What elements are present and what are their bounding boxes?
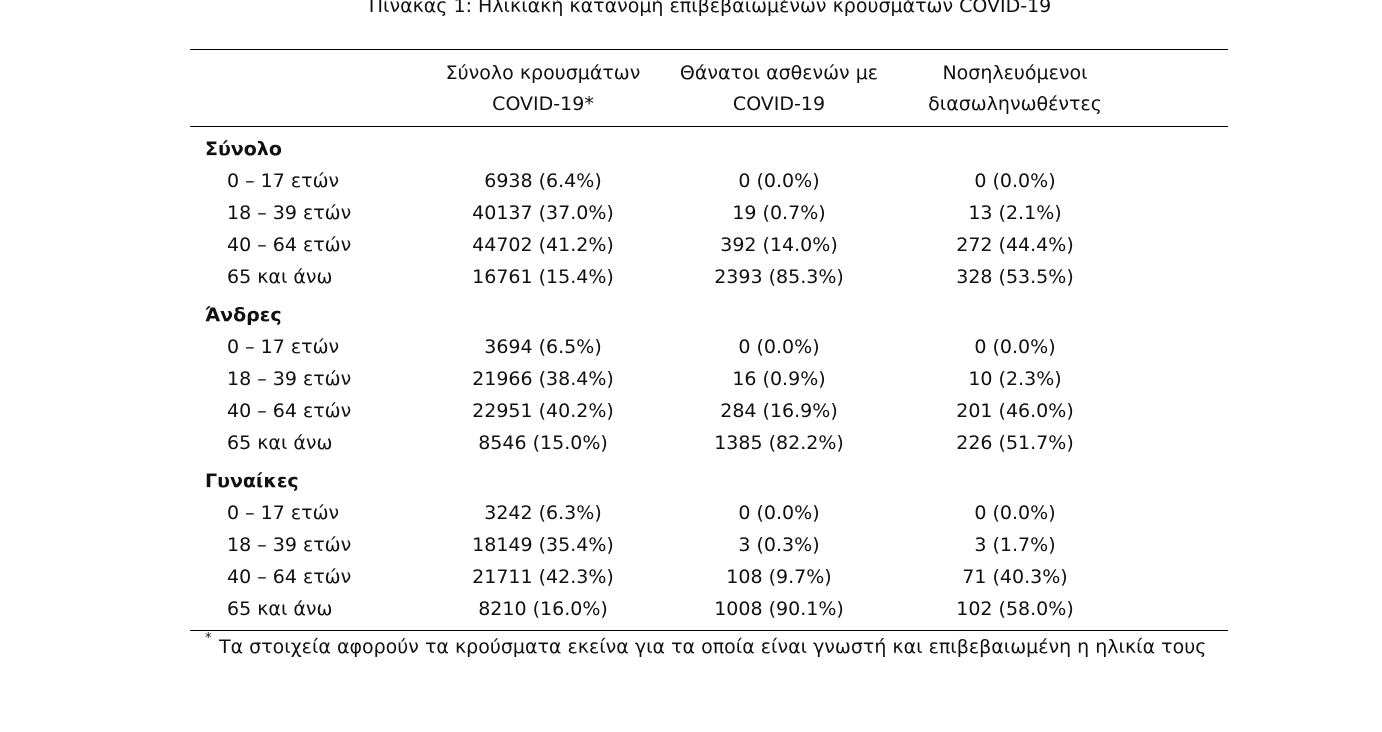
bottom-rule bbox=[190, 630, 1228, 631]
row-label: 40 – 64 ετών bbox=[227, 400, 352, 422]
cell: 0 (0.0%) bbox=[738, 170, 820, 192]
column-header: Σύνολο κρουσμάτων bbox=[445, 62, 641, 84]
cell: 21711 (42.3%) bbox=[472, 566, 614, 588]
group-label: Σύνολο bbox=[205, 138, 282, 160]
row-label: 0 – 17 ετών bbox=[227, 502, 340, 524]
group-label: Άνδρες bbox=[205, 304, 282, 326]
cell: 71 (40.3%) bbox=[962, 566, 1068, 588]
cell: 3 (1.7%) bbox=[974, 534, 1056, 556]
cell: 392 (14.0%) bbox=[720, 234, 838, 256]
cell: 18149 (35.4%) bbox=[472, 534, 614, 556]
row-label: 0 – 17 ετών bbox=[227, 170, 340, 192]
row-label: 18 – 39 ετών bbox=[227, 368, 352, 390]
column-header: Θάνατοι ασθενών με bbox=[679, 62, 879, 84]
cell: 44702 (41.2%) bbox=[472, 234, 614, 256]
cell: 16761 (15.4%) bbox=[472, 266, 614, 288]
cell: 6938 (6.4%) bbox=[484, 170, 602, 192]
row-label: 0 – 17 ετών bbox=[227, 336, 340, 358]
column-header: COVID-19 bbox=[732, 93, 826, 115]
cell: 0 (0.0%) bbox=[974, 502, 1056, 524]
cell: 40137 (37.0%) bbox=[472, 202, 614, 224]
cell: 2393 (85.3%) bbox=[714, 266, 844, 288]
cell: 0 (0.0%) bbox=[738, 336, 820, 358]
cell: 0 (0.0%) bbox=[974, 336, 1056, 358]
cell: 0 (0.0%) bbox=[974, 170, 1056, 192]
cell: 10 (2.3%) bbox=[968, 368, 1062, 390]
cell: 8546 (15.0%) bbox=[478, 432, 608, 454]
cell: 13 (2.1%) bbox=[968, 202, 1062, 224]
cell: 108 (9.7%) bbox=[726, 566, 832, 588]
cell: 22951 (40.2%) bbox=[472, 400, 614, 422]
cell: 1008 (90.1%) bbox=[714, 598, 844, 620]
row-label: 40 – 64 ετών bbox=[227, 234, 352, 256]
cell: 16 (0.9%) bbox=[732, 368, 826, 390]
column-header: Νοσηλευόμενοι bbox=[942, 62, 1088, 84]
row-label: 18 – 39 ετών bbox=[227, 534, 352, 556]
cell: 201 (46.0%) bbox=[956, 400, 1074, 422]
row-label: 65 και άνω bbox=[227, 266, 333, 288]
caption: Πίνακας 1: Ηλικιακή κατανομή επιβεβαιωμέ… bbox=[368, 0, 1052, 17]
top-rule bbox=[190, 49, 1228, 50]
row-label: 65 και άνω bbox=[227, 598, 333, 620]
cell: 102 (58.0%) bbox=[956, 598, 1074, 620]
cell: 19 (0.7%) bbox=[732, 202, 826, 224]
cell: 8210 (16.0%) bbox=[478, 598, 608, 620]
column-header: διασωληνωθέντες bbox=[928, 93, 1102, 115]
column-header: COVID-19* bbox=[492, 93, 594, 115]
footnote-marker: * bbox=[205, 631, 212, 646]
cell: 226 (51.7%) bbox=[956, 432, 1074, 454]
cell: 21966 (38.4%) bbox=[472, 368, 614, 390]
footnote-text: Τα στοιχεία αφορούν τα κρούσματα εκείνα … bbox=[219, 636, 1207, 658]
cell: 328 (53.5%) bbox=[956, 266, 1074, 288]
row-label: 65 και άνω bbox=[227, 432, 333, 454]
cell: 3 (0.3%) bbox=[738, 534, 820, 556]
row-label: 18 – 39 ετών bbox=[227, 202, 352, 224]
row-label: 40 – 64 ετών bbox=[227, 566, 352, 588]
group-label: Γυναίκες bbox=[205, 470, 299, 492]
cell: 1385 (82.2%) bbox=[714, 432, 844, 454]
cell: 0 (0.0%) bbox=[738, 502, 820, 524]
cell: 3694 (6.5%) bbox=[484, 336, 602, 358]
cell: 284 (16.9%) bbox=[720, 400, 838, 422]
cell: 3242 (6.3%) bbox=[484, 502, 602, 524]
cell: 272 (44.4%) bbox=[956, 234, 1074, 256]
header-rule bbox=[190, 126, 1228, 127]
